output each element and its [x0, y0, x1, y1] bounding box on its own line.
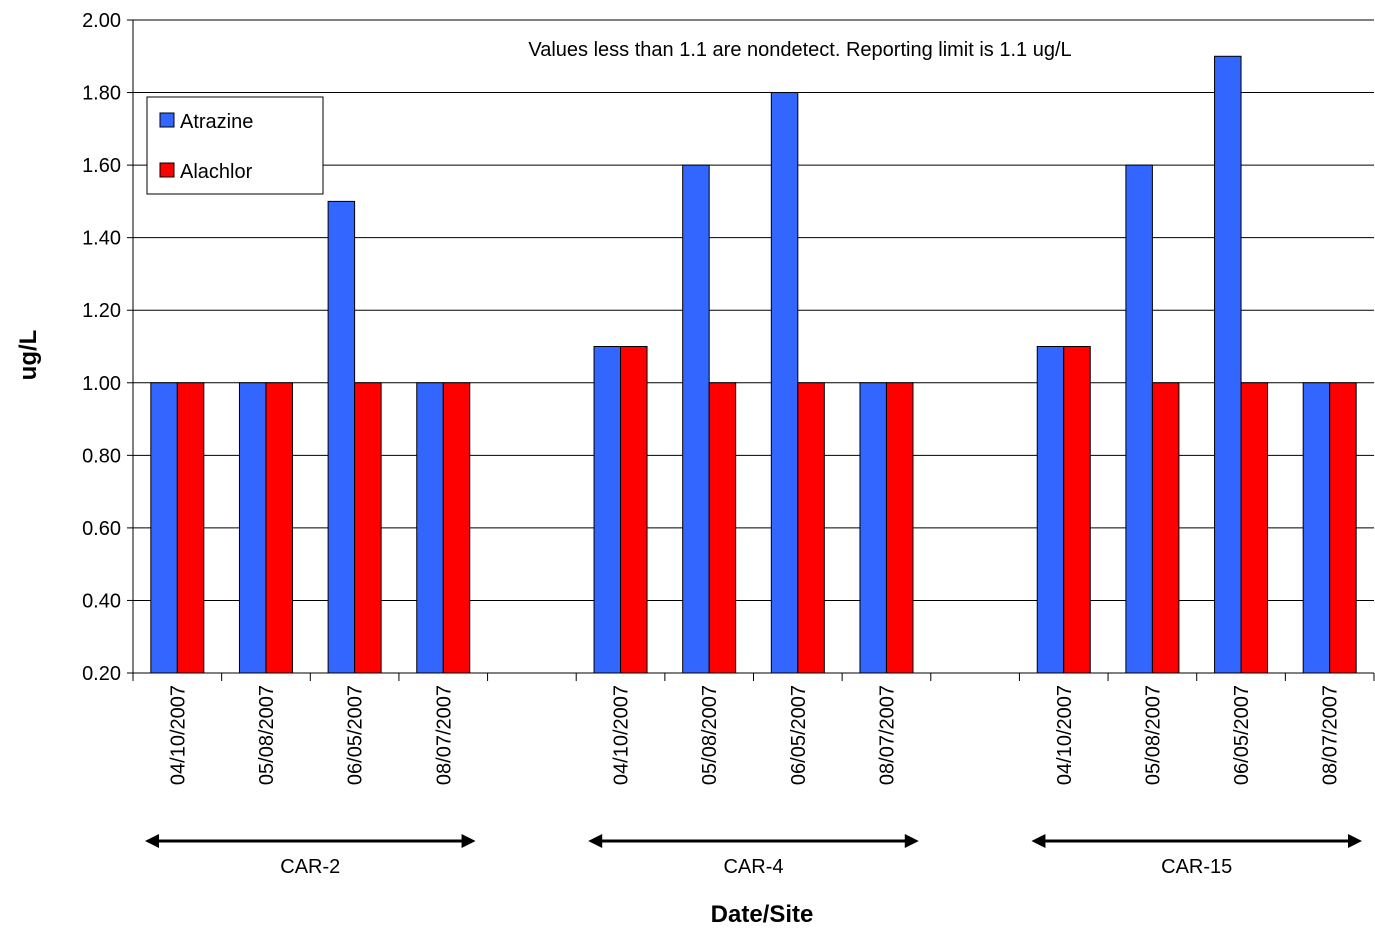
bar-atrazine [593, 346, 622, 674]
bar-alachlor [708, 382, 737, 674]
bar-alachlor [1329, 382, 1357, 674]
chart-annotation: Values less than 1.1 are nondetect. Repo… [528, 39, 1071, 61]
bar-alachlor [885, 382, 914, 674]
axes [127, 19, 1375, 681]
x-tick-label: 05/08/2007 [1142, 685, 1164, 785]
x-tick-label: 08/07/2007 [1320, 685, 1342, 785]
y-tick-label: 1.20 [82, 300, 121, 322]
bar-alachlor [797, 382, 825, 674]
bar-atrazine [1125, 164, 1153, 674]
site-label: CAR-15 [1161, 856, 1232, 878]
y-tick-labels: 0.20 0.40 0.60 0.80 1.00 1.20 1.40 1.60 1.80 2.00 [82, 10, 121, 685]
site-groups: CAR-2 CAR-4 CAR-15 [145, 834, 1362, 878]
bar-atrazine [327, 200, 356, 674]
x-tick-label: 04/10/2007 [611, 685, 633, 785]
arrowhead-left [588, 834, 603, 848]
bar-atrazine [238, 382, 267, 674]
y-axis-title: ug/L [15, 330, 42, 381]
bar-alachlor [354, 382, 382, 674]
x-tick-label: 04/10/2007 [167, 685, 189, 785]
bar-atrazine [416, 382, 444, 674]
bars [150, 55, 1357, 674]
bar-atrazine [682, 164, 710, 674]
x-tick-label: 04/10/2007 [1054, 685, 1076, 785]
bar-alachlor [176, 382, 205, 674]
x-tick-labels: 04/10/2007 05/08/2007 06/05/2007 08/07/2007… [167, 685, 1341, 785]
y-tick-label: 1.40 [82, 228, 121, 250]
y-tick-label: 1.00 [82, 373, 121, 395]
arrowhead-right [461, 834, 476, 848]
arrowhead-left [1031, 834, 1046, 848]
x-tick-label: 08/07/2007 [433, 685, 455, 785]
bar-alachlor [442, 382, 471, 674]
legend-swatch-alachlor [159, 162, 175, 178]
x-tick-label: 06/05/2007 [345, 685, 367, 785]
bar-alachlor [1063, 346, 1091, 674]
y-tick-label: 0.80 [82, 445, 121, 467]
x-tick-label: 08/07/2007 [876, 685, 898, 785]
arrowhead-right [904, 834, 919, 848]
bar-alachlor [1151, 382, 1180, 674]
legend-swatch-atrazine [159, 112, 175, 128]
bar-atrazine [1302, 382, 1331, 674]
bar-atrazine [859, 382, 887, 674]
bar-alachlor [1240, 382, 1269, 674]
y-tick-label: 0.20 [82, 663, 121, 685]
arrowhead-right [1348, 834, 1362, 848]
legend-label-atrazine: Atrazine [180, 111, 253, 133]
x-axis-title: Date/Site [711, 901, 814, 928]
legend: Atrazine Alachlor [146, 96, 324, 195]
x-tick-label: 05/08/2007 [699, 685, 721, 785]
y-tick-label: 0.40 [82, 590, 121, 612]
x-tick-label: 06/05/2007 [788, 685, 810, 785]
bar-alachlor [620, 346, 648, 674]
site-label: CAR-2 [280, 856, 340, 878]
bar-atrazine [770, 92, 799, 674]
site-label: CAR-4 [723, 856, 783, 878]
bar-atrazine [150, 382, 178, 674]
bar-atrazine [1036, 346, 1065, 674]
arrowhead-left [145, 834, 159, 848]
x-tick-label: 05/08/2007 [256, 685, 278, 785]
legend-box [146, 96, 324, 195]
legend-label-alachlor: Alachlor [180, 161, 253, 183]
bar-alachlor [265, 382, 293, 674]
y-tick-label: 2.00 [82, 10, 121, 32]
y-tick-label: 1.60 [82, 155, 121, 177]
bar-atrazine [1214, 55, 1242, 674]
x-tick-label: 06/05/2007 [1231, 685, 1253, 785]
y-tick-label: 0.60 [82, 518, 121, 540]
y-tick-label: 1.80 [82, 83, 121, 105]
